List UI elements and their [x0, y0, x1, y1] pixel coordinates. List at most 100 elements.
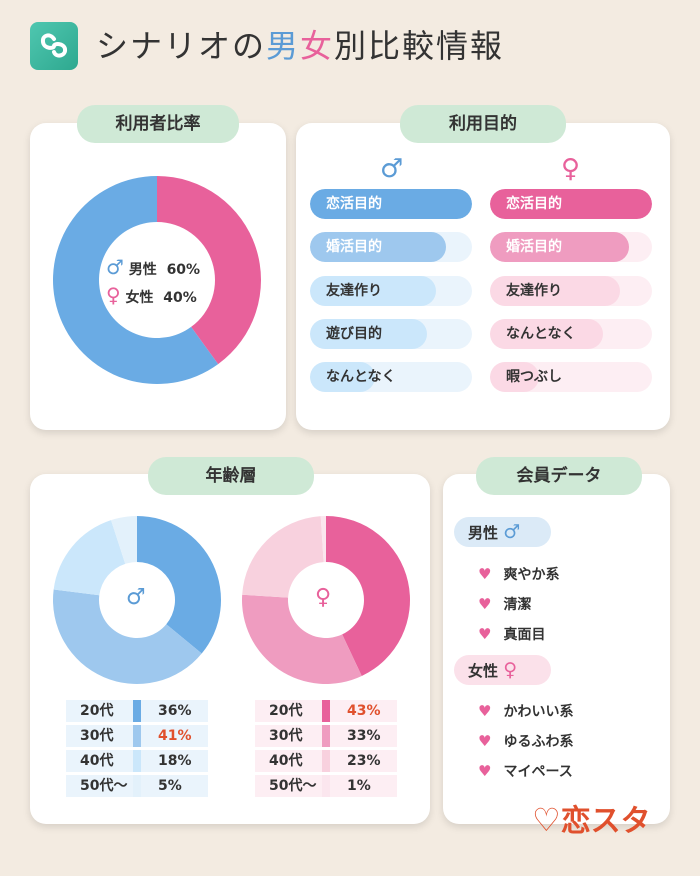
purpose-female-bar: なんとなく — [490, 319, 652, 349]
purpose-female-bar-fill — [490, 362, 539, 392]
age-male-percent: 36% — [158, 703, 192, 719]
ratio-male-legend: ♂ 男性 60% — [106, 257, 200, 280]
members-female-item: ♥ かわいい系 — [478, 701, 573, 722]
age-female-slice-3 — [320, 516, 326, 563]
age-female-label: 40代 — [269, 753, 303, 769]
age-female-donut — [242, 516, 411, 684]
purpose-female-bar-fill — [490, 276, 620, 306]
age-female-percent: 33% — [347, 728, 381, 744]
purpose-male-bar-fill — [310, 319, 427, 349]
purpose-female-bar-label: 友達作り — [506, 283, 562, 299]
age-male-marker — [133, 725, 141, 747]
members-female-item: ♥ マイペース — [478, 761, 573, 782]
purpose-female-bar: 暇つぶし — [490, 362, 652, 392]
age-male-label: 20代 — [80, 703, 114, 719]
age-male-percent: 18% — [158, 753, 192, 769]
age-male-slice-1 — [53, 589, 202, 684]
purpose-male-icon: ♂ — [380, 154, 404, 184]
female-icon: ♀ — [106, 283, 121, 307]
purpose-male-bar: 婚活目的 — [310, 232, 472, 262]
age-female-marker — [322, 725, 330, 747]
purpose-male-bar-fill — [310, 276, 437, 306]
members-male-item-label: 清潔 — [503, 597, 532, 613]
ratio-male-label: 男性 — [128, 262, 157, 278]
age-male-slice-3 — [111, 516, 137, 564]
ratio-slice-1 — [52, 176, 219, 384]
members-male-item: ♥ 清潔 — [478, 594, 531, 615]
members-male-item-label: 爽やか系 — [503, 567, 560, 583]
members-male-label: 男性 — [468, 524, 499, 542]
age-female-slice-2 — [242, 516, 324, 598]
ratio-donut — [52, 176, 261, 384]
age-female-percent: 43% — [347, 703, 381, 719]
members-male-item: ♥ 真面目 — [478, 624, 545, 645]
age-male-percent: 5% — [158, 778, 182, 794]
age-female-percent: 23% — [347, 753, 381, 769]
male-icon: ♂ — [106, 255, 124, 279]
purpose-female-bar-fill — [490, 319, 604, 349]
age-male-marker — [133, 700, 141, 722]
brand-name: 恋スタ — [560, 804, 651, 839]
purpose-male-bar-label: 遊び目的 — [326, 326, 382, 342]
age-female-slice-1 — [242, 594, 362, 684]
heart-icon: ♥ — [478, 625, 492, 643]
ratio-female-label: 女性 — [125, 290, 154, 306]
purpose-male-bar: 恋活目的 — [310, 189, 472, 219]
page-title: シナリオの男女別比較情報 — [96, 27, 505, 65]
purpose-female-bar-label: 婚活目的 — [506, 239, 562, 255]
age-male-marker — [133, 750, 141, 772]
age-female-marker — [322, 750, 330, 772]
purpose-male-bar-label: 友達作り — [326, 283, 382, 299]
age-male-icon: ♂ — [126, 585, 146, 610]
purpose-male-bar-label: 婚活目的 — [326, 239, 382, 255]
purpose-male-bar-label: なんとなく — [326, 369, 396, 385]
ratio-female-value: 40% — [163, 290, 197, 306]
ratio-slice-0 — [157, 176, 261, 365]
purpose-female-bar-fill — [490, 189, 652, 219]
purpose-male-bar-fill — [310, 362, 375, 392]
heart-icon: ♥ — [478, 565, 492, 583]
members-female-label: 女性 — [468, 662, 499, 680]
age-female-label: 20代 — [269, 703, 303, 719]
purpose-female-bar: 恋活目的 — [490, 189, 652, 219]
age-female-percent: 1% — [347, 778, 371, 794]
heart-icon: ♥ — [478, 595, 492, 613]
male-icon: ♂ — [503, 521, 521, 543]
members-male-item: ♥ 爽やか系 — [478, 564, 559, 585]
purpose-male-bar: 遊び目的 — [310, 319, 472, 349]
purpose-female-bar-label: 恋活目的 — [506, 196, 562, 212]
brand-logo: ♡恋スタ — [532, 800, 651, 842]
age-female-label: 50代～ — [269, 778, 317, 794]
age-female-icon: ♀ — [315, 585, 332, 610]
age-male-marker — [133, 775, 141, 797]
female-icon: ♀ — [503, 659, 518, 681]
members-female-item-label: ゆるふわ系 — [503, 734, 574, 750]
heart-icon: ♥ — [478, 762, 492, 780]
ratio-female-legend: ♀ 女性 40% — [106, 285, 197, 308]
purpose-male-bar-fill — [310, 189, 472, 219]
members-female-item-label: マイペース — [503, 764, 573, 780]
logo-icon — [40, 33, 68, 58]
age-male-label: 40代 — [80, 753, 114, 769]
heart-icon: ♥ — [478, 732, 492, 750]
app-logo — [30, 22, 78, 70]
members-male-item-label: 真面目 — [503, 627, 546, 643]
members-title: 会員データ — [476, 457, 642, 495]
age-male-slice-2 — [53, 520, 126, 596]
purpose-female-bar-label: 暇つぶし — [506, 369, 562, 385]
age-title: 年齢層 — [148, 457, 314, 495]
purpose-male-bar: 友達作り — [310, 276, 472, 306]
age-female-marker — [322, 700, 330, 722]
ratio-title: 利用者比率 — [77, 105, 239, 143]
age-male-label: 30代 — [80, 728, 114, 744]
purpose-female-bar: 婚活目的 — [490, 232, 652, 262]
purpose-female-bar: 友達作り — [490, 276, 652, 306]
ratio-male-value: 60% — [166, 262, 201, 278]
members-female-pill: 女性 ♀ — [454, 655, 551, 685]
heart-icon: ♥ — [478, 702, 492, 720]
purpose-female-bar-fill — [490, 232, 630, 262]
purpose-female-bar-label: なんとなく — [506, 326, 576, 342]
purpose-male-bar: なんとなく — [310, 362, 472, 392]
members-female-item: ♥ ゆるふわ系 — [478, 731, 573, 752]
purpose-male-bar-label: 恋活目的 — [326, 196, 382, 212]
